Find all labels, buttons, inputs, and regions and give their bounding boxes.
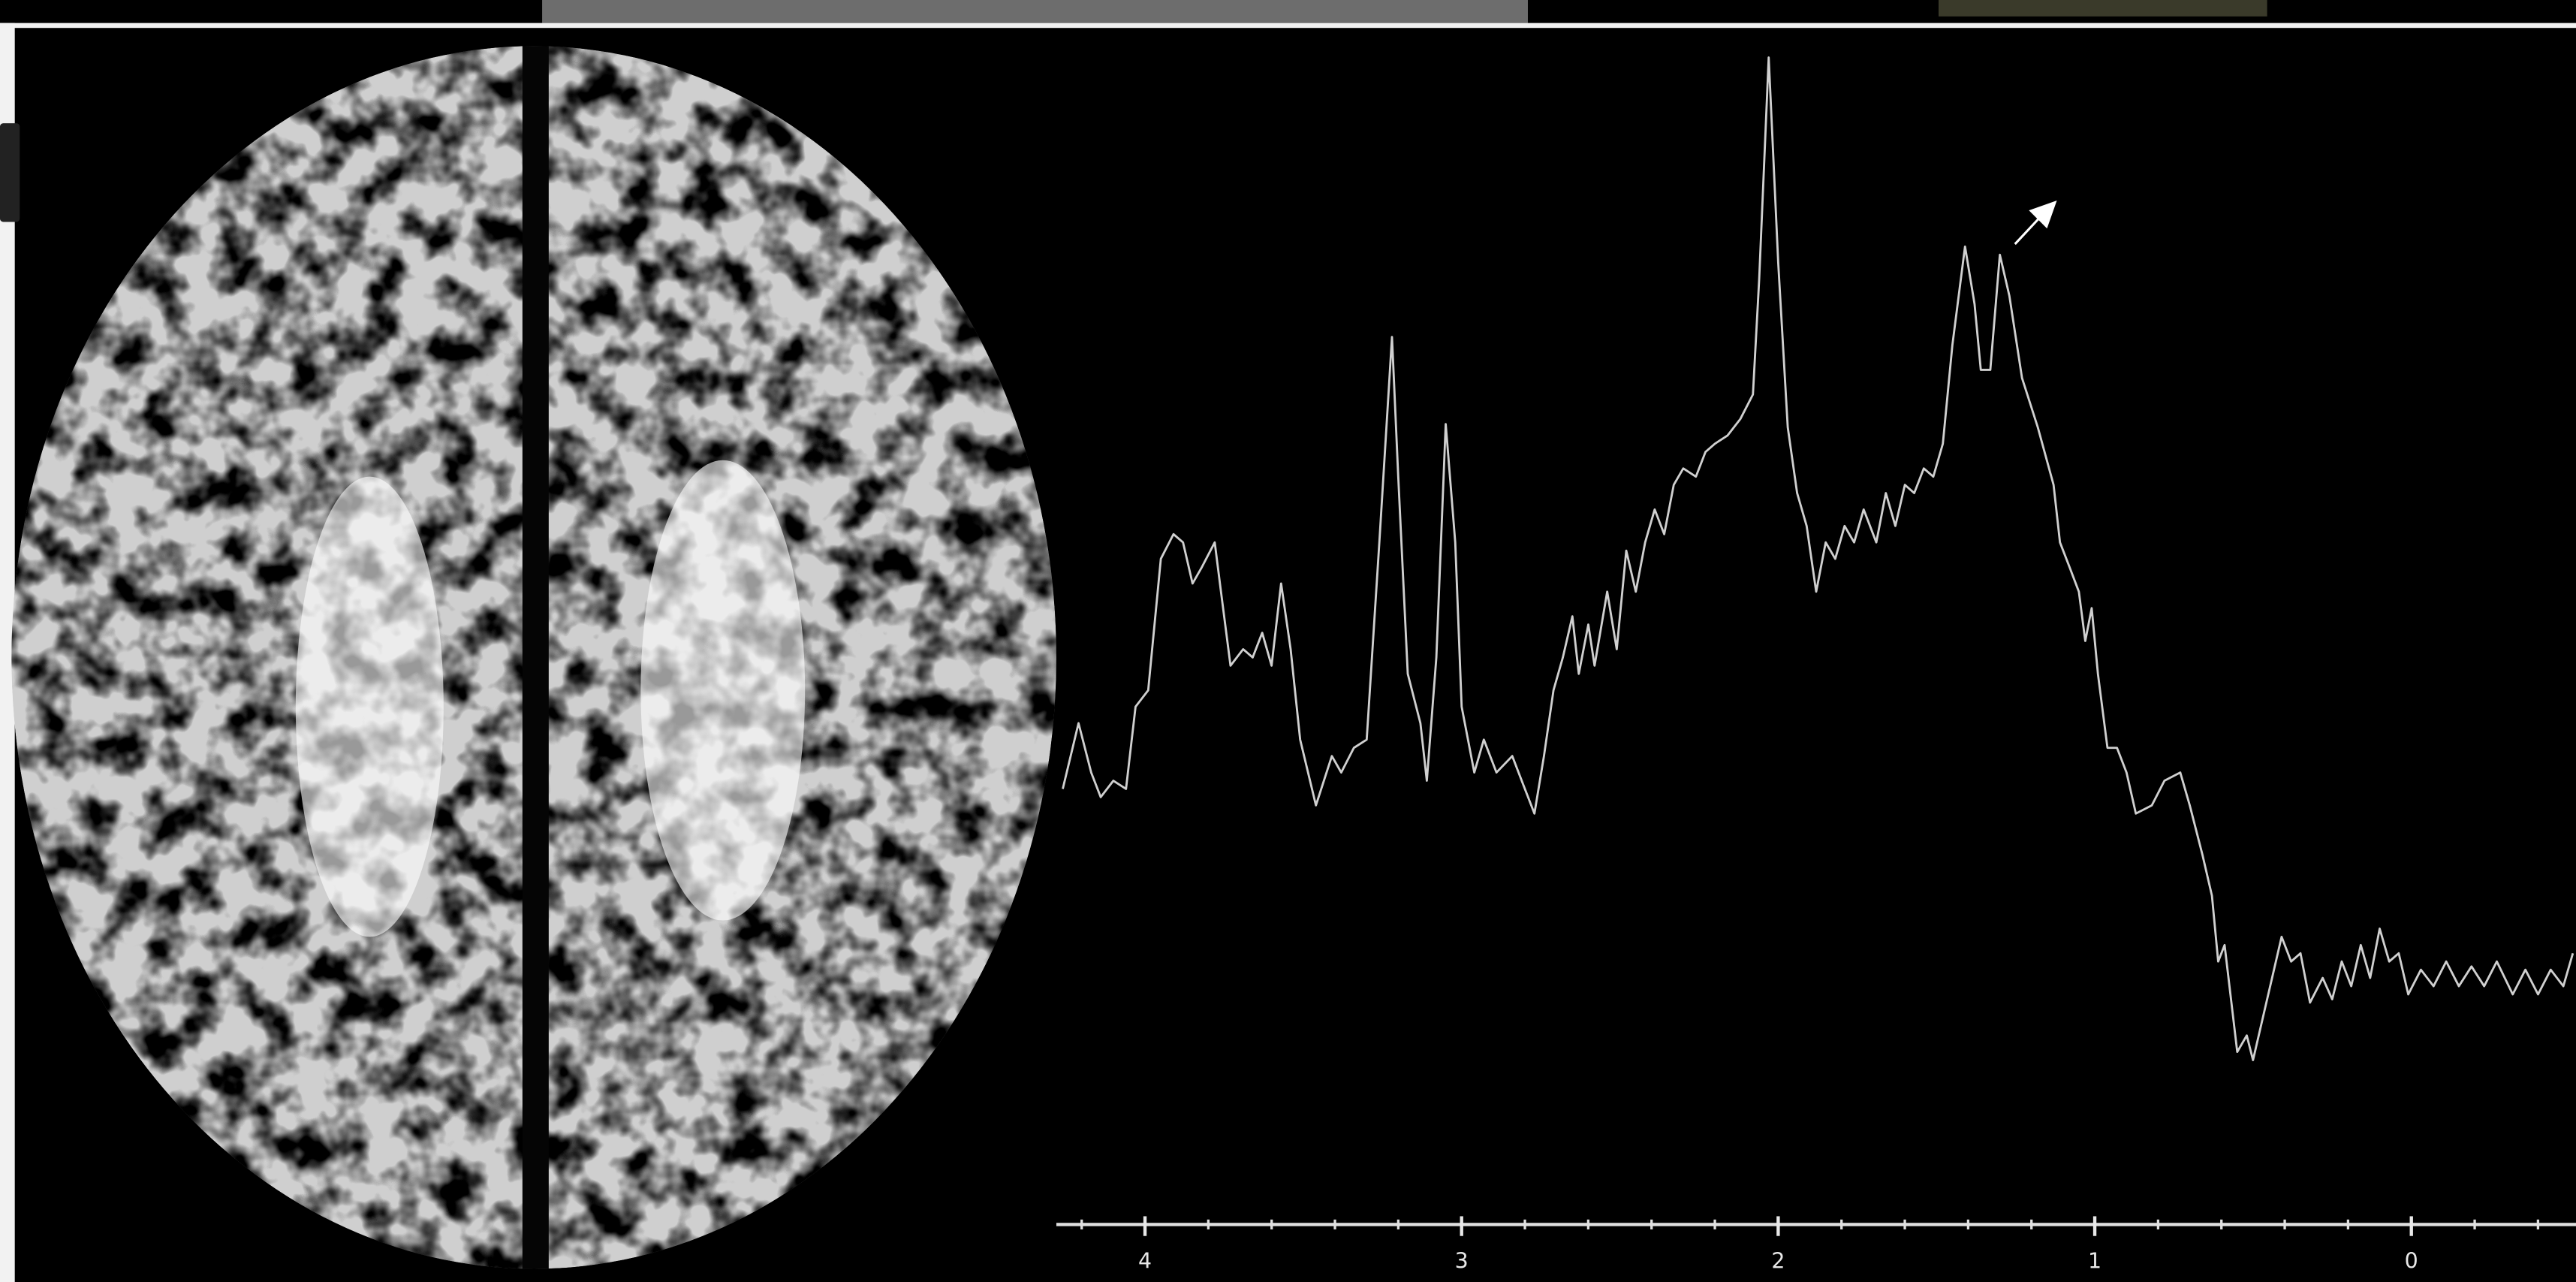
top-image-fragment xyxy=(1939,0,2267,17)
x-tick-label: 2 xyxy=(1771,1249,1785,1274)
x-tick-label: 4 xyxy=(1138,1249,1152,1274)
white-matter xyxy=(640,460,805,921)
x-tick-label: 1 xyxy=(2088,1249,2101,1274)
top-image-fragment xyxy=(542,0,1528,23)
x-tick-label: 3 xyxy=(1455,1249,1469,1274)
white-matter xyxy=(296,477,444,937)
midline xyxy=(523,33,549,1282)
page: {"chart_data": {"type": "line", "color":… xyxy=(0,0,2576,1282)
top-border xyxy=(0,23,2576,29)
x-tick-label: 0 xyxy=(2405,1249,2418,1274)
side-tab xyxy=(0,123,20,222)
figure: 4 3 2 1 0 xyxy=(0,0,2576,1282)
